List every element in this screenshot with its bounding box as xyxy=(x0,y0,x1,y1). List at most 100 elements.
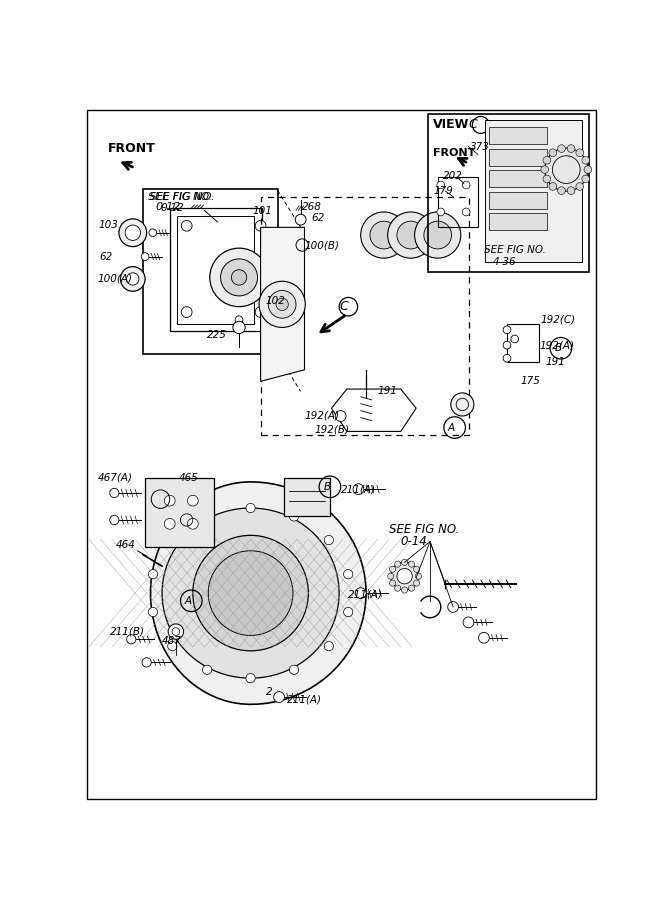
Circle shape xyxy=(503,341,511,349)
Circle shape xyxy=(415,212,461,258)
Text: 192(B): 192(B) xyxy=(315,425,350,435)
Text: A: A xyxy=(448,423,455,433)
Circle shape xyxy=(148,570,157,579)
Circle shape xyxy=(235,316,243,324)
Circle shape xyxy=(125,225,141,240)
Circle shape xyxy=(395,561,401,567)
Circle shape xyxy=(582,176,590,183)
Circle shape xyxy=(511,335,518,343)
Text: SEE FIG NO.: SEE FIG NO. xyxy=(148,192,215,202)
Circle shape xyxy=(437,181,445,189)
Text: 211(A): 211(A) xyxy=(287,695,321,705)
Text: SEE FIG NO.: SEE FIG NO. xyxy=(484,246,546,256)
Circle shape xyxy=(109,516,119,525)
Circle shape xyxy=(246,503,255,513)
Polygon shape xyxy=(261,228,305,382)
Text: 211(A): 211(A) xyxy=(341,484,376,494)
Polygon shape xyxy=(490,127,547,144)
Circle shape xyxy=(167,536,177,544)
Circle shape xyxy=(208,551,293,635)
Text: 102: 102 xyxy=(266,295,286,305)
Circle shape xyxy=(164,495,175,506)
Text: FRONT: FRONT xyxy=(433,148,476,157)
Text: 211(B): 211(B) xyxy=(109,626,145,636)
Circle shape xyxy=(181,307,192,318)
Circle shape xyxy=(268,291,296,319)
Circle shape xyxy=(462,181,470,189)
Circle shape xyxy=(203,512,212,521)
Circle shape xyxy=(255,307,266,318)
Text: C: C xyxy=(468,119,478,131)
Circle shape xyxy=(448,601,458,612)
Circle shape xyxy=(149,229,157,237)
Circle shape xyxy=(187,518,198,529)
Text: 62: 62 xyxy=(99,252,112,263)
Polygon shape xyxy=(490,192,547,209)
Circle shape xyxy=(273,692,284,702)
Polygon shape xyxy=(486,120,582,262)
Circle shape xyxy=(584,166,592,174)
Circle shape xyxy=(210,248,268,307)
Text: 465: 465 xyxy=(179,472,199,482)
Circle shape xyxy=(478,633,490,643)
Text: 0-12: 0-12 xyxy=(161,203,184,213)
Circle shape xyxy=(408,561,415,567)
Circle shape xyxy=(549,183,557,190)
Polygon shape xyxy=(145,478,214,547)
Circle shape xyxy=(148,608,157,616)
Text: 268: 268 xyxy=(302,202,322,211)
Text: FRONT: FRONT xyxy=(108,141,156,155)
Circle shape xyxy=(576,183,584,190)
Polygon shape xyxy=(151,482,366,705)
Circle shape xyxy=(289,665,299,674)
Circle shape xyxy=(276,298,288,310)
Circle shape xyxy=(233,321,245,334)
Circle shape xyxy=(246,673,255,683)
Circle shape xyxy=(361,212,407,258)
Circle shape xyxy=(259,281,305,328)
Polygon shape xyxy=(283,478,330,516)
Circle shape xyxy=(437,208,445,216)
Bar xyxy=(428,114,590,272)
Text: 4-36: 4-36 xyxy=(493,257,517,267)
Circle shape xyxy=(463,617,474,628)
Text: 191: 191 xyxy=(378,386,398,396)
Circle shape xyxy=(395,585,401,591)
Circle shape xyxy=(567,187,575,194)
Circle shape xyxy=(168,624,183,639)
Text: A: A xyxy=(185,596,192,606)
Text: 464: 464 xyxy=(116,540,135,551)
Text: 202: 202 xyxy=(443,171,463,181)
Polygon shape xyxy=(162,508,339,679)
Circle shape xyxy=(424,221,452,249)
Text: 373: 373 xyxy=(470,141,490,151)
Circle shape xyxy=(416,573,422,580)
Text: 211(A): 211(A) xyxy=(348,590,384,599)
Circle shape xyxy=(567,145,575,152)
Circle shape xyxy=(503,355,511,362)
Circle shape xyxy=(388,212,434,258)
Circle shape xyxy=(344,608,353,616)
Circle shape xyxy=(221,259,257,296)
Text: 103: 103 xyxy=(99,220,119,230)
Circle shape xyxy=(543,157,551,164)
Circle shape xyxy=(231,270,247,285)
Text: 2: 2 xyxy=(266,687,273,697)
Circle shape xyxy=(295,214,306,225)
Circle shape xyxy=(324,536,334,544)
Text: 0-14: 0-14 xyxy=(401,535,428,548)
Circle shape xyxy=(255,220,266,231)
Text: C: C xyxy=(339,301,348,313)
Circle shape xyxy=(408,585,415,591)
Circle shape xyxy=(141,253,149,260)
Circle shape xyxy=(391,562,418,590)
Circle shape xyxy=(541,166,548,174)
Text: 487: 487 xyxy=(162,635,182,646)
Circle shape xyxy=(545,148,588,191)
Circle shape xyxy=(344,570,353,579)
Circle shape xyxy=(414,566,420,572)
Polygon shape xyxy=(490,148,547,166)
Circle shape xyxy=(503,326,511,334)
Text: 192(A): 192(A) xyxy=(540,340,574,350)
Text: 467(A): 467(A) xyxy=(97,472,132,482)
